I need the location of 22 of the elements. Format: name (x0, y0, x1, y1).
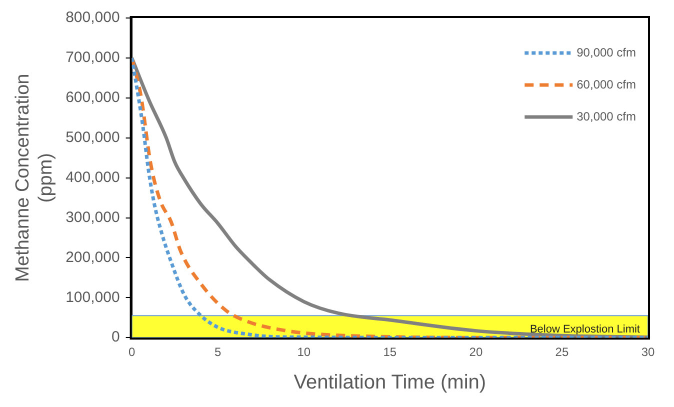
y-tick-label: 200,000 (66, 248, 120, 266)
x-tick-label: 5 (214, 345, 222, 360)
y-tick-label: 500,000 (66, 128, 120, 146)
y-tick-label: 800,000 (66, 9, 120, 26)
x-tick-label: 10 (297, 345, 311, 360)
legend-label: 30,000 cfm (576, 109, 636, 124)
y-axis-title: Methanne Concentration (ppm) (12, 74, 56, 282)
legend-label: 60,000 cfm (576, 77, 636, 92)
x-tick-label: 20 (469, 345, 483, 360)
x-tick-label: 30 (641, 345, 655, 360)
y-tick-label: 300,000 (66, 208, 120, 226)
y-tick-label: 400,000 (66, 168, 120, 186)
x-tick-label: 0 (128, 345, 136, 360)
y-tick-label: 600,000 (66, 89, 120, 106)
x-tick-label: 25 (555, 345, 569, 360)
x-axis-title: Ventilation Time (min) (294, 372, 486, 394)
x-tick-label: 15 (383, 345, 397, 360)
y-tick-label: 100,000 (66, 288, 120, 306)
y-tick-label: 0 (111, 328, 120, 346)
band-label: Below Explostion Limit (530, 324, 640, 336)
y-tick-label: 700,000 (66, 49, 120, 66)
legend-label: 90,000 cfm (576, 45, 636, 60)
